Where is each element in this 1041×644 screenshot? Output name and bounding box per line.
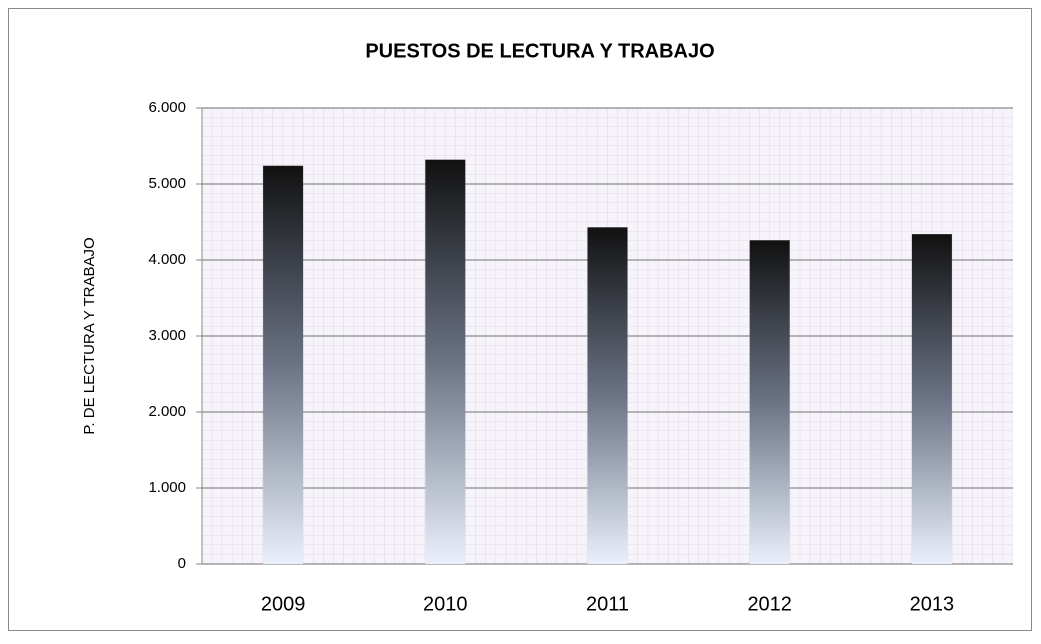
bar — [587, 227, 628, 564]
bar — [425, 159, 466, 564]
y-axis-label: P. DE LECTURA Y TRABAJO — [81, 237, 98, 434]
y-tick-label: 0 — [178, 555, 186, 572]
x-tick-label: 2009 — [261, 593, 306, 615]
x-tick-label: 2013 — [910, 593, 955, 615]
bar — [911, 234, 952, 564]
y-tick-label: 5.000 — [148, 175, 186, 192]
y-tick-label: 2.000 — [148, 403, 186, 420]
bar — [749, 240, 790, 565]
x-tick-label: 2011 — [586, 593, 629, 615]
chart-title: PUESTOS DE LECTURA Y TRABAJO — [365, 40, 714, 62]
y-tick-label: 4.000 — [148, 251, 186, 268]
y-tick-label: 6.000 — [148, 99, 186, 116]
x-tick-label: 2010 — [423, 593, 468, 615]
x-tick-label: 2012 — [747, 593, 792, 615]
y-tick-label: 1.000 — [148, 479, 186, 496]
y-tick-label: 3.000 — [148, 327, 186, 344]
bar — [263, 165, 304, 564]
